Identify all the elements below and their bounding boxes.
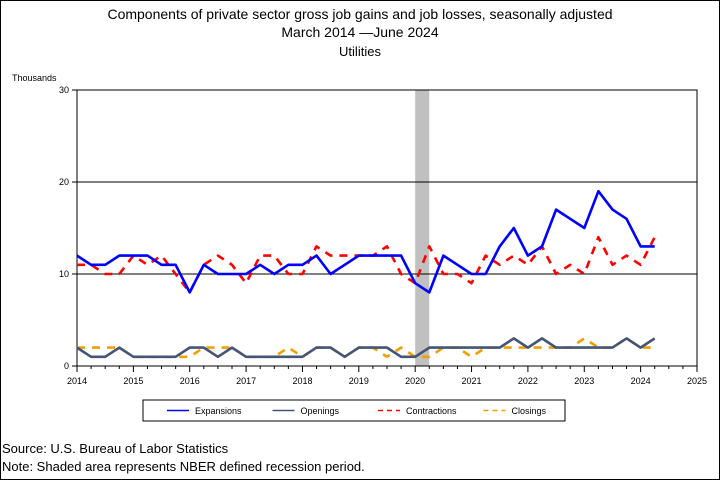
series-line-openings — [76, 337, 656, 359]
legend-label-contractions: Contractions — [406, 406, 457, 416]
x-tick-label-2024: 2024 — [631, 376, 651, 386]
legend-label-openings: Openings — [301, 406, 340, 416]
x-tick-label-2022: 2022 — [518, 376, 538, 386]
legend-label-closings: Closings — [512, 406, 547, 416]
x-tick-label-2015: 2015 — [123, 376, 143, 386]
x-tick-label-2021: 2021 — [462, 376, 482, 386]
legend-label-expansions: Expansions — [195, 406, 242, 416]
plot-area-border — [76, 89, 698, 367]
chart-subtitle-period: March 2014 —June 2024 — [281, 24, 439, 40]
chart-title: Components of private sector gross job g… — [107, 6, 613, 22]
y-tick-label-0: 0 — [64, 361, 69, 371]
x-tick-label-2020: 2020 — [405, 376, 425, 386]
x-tick-label-2016: 2016 — [180, 376, 200, 386]
x-tick-label-2025: 2025 — [687, 376, 707, 386]
y-tick-label-20: 20 — [59, 177, 69, 187]
series-line-contractions — [77, 235, 656, 294]
chart-subtitle-industry: Utilities — [339, 44, 381, 59]
x-tick-label-2014: 2014 — [67, 376, 87, 386]
x-tick-label-2019: 2019 — [349, 376, 369, 386]
recession-shading — [415, 90, 430, 366]
x-tick-label-2018: 2018 — [292, 376, 312, 386]
series-line-expansions — [76, 189, 655, 294]
source-footnote: Source: U.S. Bureau of Labor Statistics — [2, 441, 229, 456]
y-tick-label-10: 10 — [59, 269, 69, 279]
legend-box — [142, 399, 566, 422]
x-tick-label-2023: 2023 — [574, 376, 594, 386]
y-tick-label-30: 30 — [59, 85, 69, 95]
x-tick-label-2017: 2017 — [236, 376, 256, 386]
y-axis-units-label: Thousands — [12, 73, 57, 83]
recession-note-footnote: Note: Shaded area represents NBER define… — [2, 459, 365, 474]
